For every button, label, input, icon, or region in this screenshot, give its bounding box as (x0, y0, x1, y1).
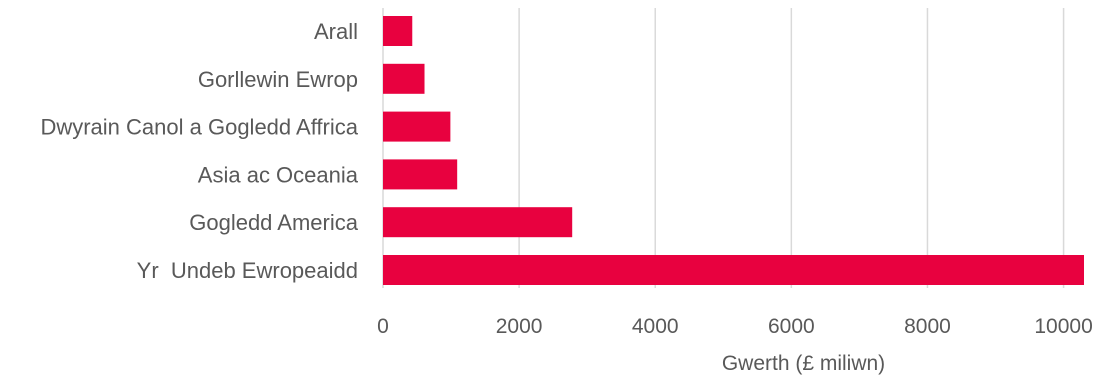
category-label: Asia ac Oceania (198, 162, 359, 187)
category-label: Arall (314, 19, 358, 44)
bar (383, 207, 573, 238)
category-label: Gorllewin Ewrop (198, 67, 358, 92)
bar (383, 16, 413, 46)
category-label: Gogledd America (189, 210, 359, 235)
bar (383, 63, 425, 94)
x-tick-label: 0 (377, 315, 389, 338)
x-tick-label: 2000 (496, 315, 543, 338)
x-tick-label: 6000 (768, 315, 815, 338)
category-labels: Arall Gorllewin Ewrop Dwyrain Canol a Gogl… (40, 19, 358, 283)
x-tick-label: 10000 (1034, 315, 1092, 338)
category-label: Yr Undeb Ewropeaidd (137, 258, 358, 283)
x-tick-labels: 0 2000 4000 6000 8000 10000 (377, 315, 1093, 338)
bars (383, 16, 1084, 285)
x-axis-title: Gwerth (£ miliwn) (722, 352, 885, 375)
x-tick-label: 8000 (904, 315, 951, 338)
bar (383, 255, 1084, 285)
bar (383, 111, 451, 142)
gridlines (382, 8, 1065, 288)
x-tick-label: 4000 (632, 315, 679, 338)
bar (383, 159, 458, 190)
category-label: Dwyrain Canol a Gogledd Affrica (40, 115, 358, 140)
